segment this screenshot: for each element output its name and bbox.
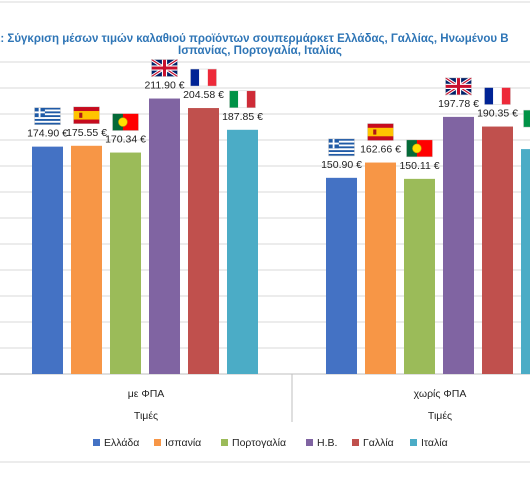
portugal-flag-icon: [112, 113, 139, 131]
legend-swatch: [410, 439, 417, 446]
category-label: με ΦΠΑ: [128, 388, 165, 400]
portugal-flag-icon: [406, 139, 433, 158]
x-axis-label: Τιμές: [134, 410, 158, 422]
bar-france-1: [482, 126, 513, 374]
bar-italy-1: [521, 149, 530, 374]
bar-uk-0: [149, 98, 180, 374]
france-flag-icon: [484, 87, 511, 105]
legend-swatch: [93, 439, 100, 446]
chart-title-line-1: 1: Σύγκριση μέσων τιμών καλαθιού προϊόντ…: [0, 33, 509, 45]
spain-flag-icon: [73, 106, 100, 125]
data-label: 170.34 €: [105, 134, 146, 146]
data-label: 197.78 €: [438, 98, 479, 110]
bar-uk-1: [443, 116, 474, 375]
bar-greece-1: [326, 177, 357, 374]
bar-greece-0: [32, 146, 63, 374]
bar-spain-0: [71, 145, 102, 374]
legend-label: Ιταλία: [421, 437, 448, 449]
italy-flag-icon: [523, 109, 530, 128]
legend-label: Ισπανία: [165, 437, 201, 449]
legend-label: Η.Β.: [317, 437, 337, 449]
legend-swatch: [154, 439, 161, 446]
uk-flag-icon: [150, 58, 179, 78]
data-label: 175.55 €: [66, 127, 107, 139]
bar-spain-1: [365, 162, 396, 374]
italy-flag-icon: [229, 90, 256, 109]
data-label: 150.90 €: [321, 159, 362, 171]
greece-flag-icon: [34, 107, 61, 125]
legend-swatch: [306, 439, 313, 446]
data-label: 190.35 €: [477, 108, 518, 120]
chart-title-line-2: Ισπανίας, Πορτογαλία, Ιταλίας: [178, 45, 342, 57]
x-axis-label: Τιμές: [428, 410, 452, 422]
legend-label: Πορτογαλία: [232, 437, 286, 449]
data-label: 174.90 €: [27, 128, 68, 140]
bar-italy-0: [227, 129, 258, 374]
legend-swatch: [221, 439, 228, 446]
legend-swatch: [352, 439, 359, 446]
bar-portugal-1: [404, 178, 435, 374]
greece-flag-icon: [328, 138, 355, 157]
legend-label: Γαλλία: [363, 437, 394, 449]
data-label: 204.58 €: [183, 89, 224, 101]
spain-flag-icon: [367, 123, 394, 141]
bar-france-0: [188, 108, 219, 375]
uk-flag-icon: [444, 76, 473, 97]
data-label: 162.66 €: [360, 144, 401, 156]
data-label: 211.90 €: [144, 80, 184, 92]
category-label: χωρίς ΦΠΑ: [414, 388, 467, 400]
data-label: 150.11 €: [399, 160, 439, 172]
france-flag-icon: [190, 68, 217, 87]
legend-label: Ελλάδα: [104, 437, 139, 449]
bar-portugal-0: [110, 152, 141, 374]
data-label: 187.85 €: [222, 111, 263, 123]
